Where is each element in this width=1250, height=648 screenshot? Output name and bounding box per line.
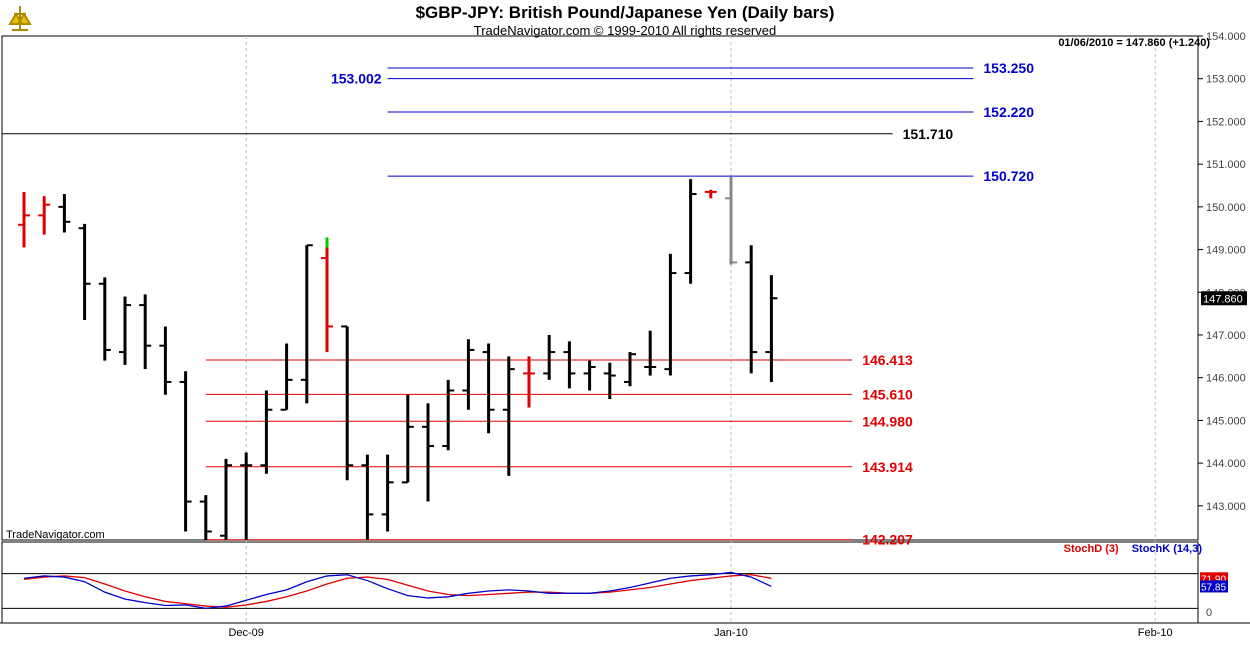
level-label: 145.610 <box>862 386 913 402</box>
stoch-series-line <box>23 571 772 610</box>
legend-stochk: StochK (14,3) <box>1131 543 1202 555</box>
level-label: 146.413 <box>862 352 913 368</box>
legend-stochd: StochD (3) <box>1063 543 1119 555</box>
stoch-series-line <box>23 574 772 608</box>
y-tick-label: 153.000 <box>1206 74 1246 86</box>
level-label: 150.720 <box>983 168 1034 184</box>
x-tick-label: Feb-10 <box>1138 627 1173 639</box>
y-tick-label: 150.000 <box>1206 202 1246 214</box>
tradenavigator-logo-icon <box>8 6 32 31</box>
y-tick-label: 152.000 <box>1206 116 1246 128</box>
last-price-label: 147.860 <box>1203 293 1243 305</box>
level-label: 151.710 <box>903 126 954 142</box>
x-tick-label: Dec-09 <box>228 627 263 639</box>
last-price-box <box>1201 291 1247 306</box>
level-label: 153.002 <box>331 71 382 87</box>
y-tick-label: 151.000 <box>1206 159 1246 171</box>
y-tick-label: 147.000 <box>1206 330 1246 342</box>
y-tick-label: 154.000 <box>1206 31 1246 43</box>
stoch-last-box <box>1200 580 1228 593</box>
stoch-last-label: 71.90 <box>1201 574 1226 585</box>
stoch-last-label: 57.85 <box>1201 582 1226 593</box>
stoch-pane-frame <box>1 541 1199 624</box>
y-tick-label: 145.000 <box>1206 415 1246 427</box>
level-label: 144.980 <box>862 413 913 429</box>
chart-title: $GBP-JPY: British Pound/Japanese Yen (Da… <box>415 3 835 22</box>
level-label: 142.207 <box>862 532 913 548</box>
x-tick-label: Jan-10 <box>714 627 748 639</box>
y-tick-label: 146.000 <box>1206 373 1246 385</box>
chart-subtitle: TradeNavigator.com © 1999-2010 All right… <box>473 23 777 38</box>
y-tick-label: 149.000 <box>1206 245 1246 257</box>
stoch-legend: StochD (3) StochK (14,3) <box>1064 543 1202 555</box>
y-tick-label: 144.000 <box>1206 458 1246 470</box>
y-tick-label: 143.000 <box>1206 501 1246 513</box>
level-label: 143.914 <box>862 459 913 475</box>
watermark: TradeNavigator.com <box>6 529 105 541</box>
level-label: 152.220 <box>983 104 1034 120</box>
last-quote: 01/06/2010 = 147.860 (+1.240) <box>1058 37 1210 49</box>
level-label: 153.250 <box>983 60 1034 76</box>
stoch-y-tick: 0 <box>1206 607 1212 619</box>
